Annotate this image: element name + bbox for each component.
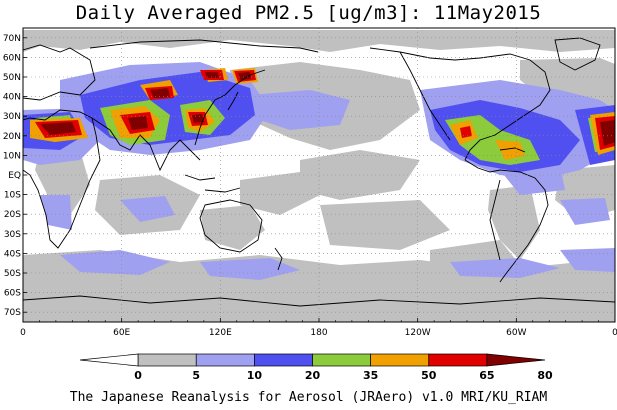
lat-label: 60S: [4, 289, 21, 299]
lat-label: 70N: [3, 34, 21, 44]
colorbar-label: 10: [247, 369, 263, 382]
colorbar-label: 5: [192, 369, 200, 382]
lon-label: 120E: [209, 328, 232, 338]
colorbar-label: 80: [537, 369, 553, 382]
colorbar-label: 50: [421, 369, 437, 382]
pm25-field: [23, 28, 615, 322]
lat-label: 30S: [4, 230, 21, 240]
lat-label: 40S: [4, 249, 21, 259]
lon-label: 180: [310, 328, 327, 338]
colorbar-label: 65: [479, 369, 494, 382]
lon-label: 60E: [113, 328, 130, 338]
lon-label: 60W: [506, 328, 526, 338]
lat-label: 70S: [4, 308, 21, 318]
colorbar-segment: [195, 353, 255, 367]
lon-label: 0: [612, 328, 617, 338]
colorbar-segment: [137, 353, 197, 367]
colorbar-segment: [254, 353, 313, 367]
lat-label: 30N: [3, 112, 21, 122]
map-title: Daily Averaged PM2.5 [ug/m3]: 11May2015: [75, 2, 542, 24]
colorbar-segment: [79, 353, 139, 367]
colorbar-label: 0: [134, 369, 142, 382]
latitude-labels: 70N 60N 50N 40N 30N 20N 10N EQ 10S 20S 30S 40S 50S 60…: [3, 34, 27, 318]
colorbar-segment: [370, 353, 430, 367]
colorbar-segment: [428, 353, 488, 367]
colorbar-segment: [312, 353, 371, 367]
lat-label: EQ: [8, 171, 21, 181]
lon-label: 0: [20, 328, 26, 338]
colorbar-label: 20: [305, 369, 321, 382]
map-grid: [23, 28, 615, 322]
colorbar-segment: [486, 353, 546, 367]
lat-label: 60N: [3, 53, 21, 63]
lat-label: 20S: [4, 210, 21, 220]
lat-label: 50N: [3, 73, 21, 83]
lat-label: 40N: [3, 93, 21, 103]
lat-label: 20N: [3, 132, 21, 142]
lat-label: 50S: [4, 269, 21, 279]
lat-label: 10S: [4, 191, 21, 201]
colorbar: 0 5 10 20 35 50 65 80: [79, 353, 553, 382]
lat-label: 10N: [3, 151, 21, 161]
lon-label: 120W: [405, 328, 431, 338]
map-footer: The Japanese Reanalysis for Aerosol (JRA…: [69, 390, 548, 405]
colorbar-label: 35: [363, 369, 378, 382]
longitude-labels: 0 60E 120E 180 120W 60W 0: [20, 318, 617, 338]
